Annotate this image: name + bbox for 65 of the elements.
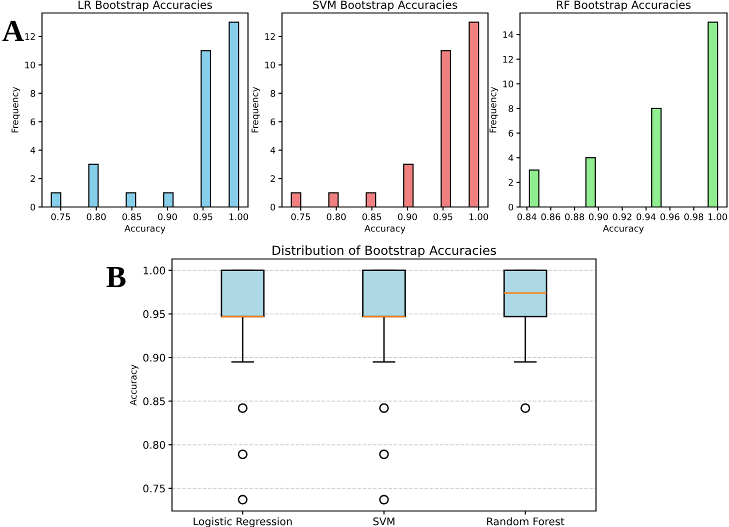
x-tick-label: 0.86 [541,213,560,220]
x-tick-label: 0.80 [86,213,106,220]
y-tick-label: 1.00 [144,266,166,274]
y-tick-label: 0 [508,204,514,211]
y-tick-label: 2 [270,175,275,182]
y-tick-label: 10 [25,62,36,68]
y-tick-label: 8 [30,90,36,97]
x-tick-label: 1.00 [708,213,728,220]
y-tick-label: 0.90 [143,354,166,362]
text: A [2,20,24,41]
x-tick-label: Logistic Regression [194,517,292,527]
y-tick-label: 4 [30,147,36,154]
y-tick-label: 0.80 [143,440,166,449]
x-tick-label: 0.90 [398,213,417,220]
x-axis-title: Accuracy [602,225,644,234]
x-tick-label: 0.88 [565,213,584,220]
chart-title: RF Bootstrap Accuracies [556,0,691,12]
y-tick-label: 8 [270,90,276,97]
x-tick-label: 1.00 [230,213,248,220]
x-tick-label: 0.75 [51,213,70,220]
y-axis-title: Frequency [252,86,260,132]
x-tick-label: 0.96 [660,213,680,220]
x-tick-label: 1.00 [470,213,488,220]
y-tick-label: 0 [270,204,276,211]
y-tick-label: 0.75 [143,484,165,492]
y-tick-label: 4 [270,147,276,154]
y-tick-label: 12 [25,33,35,40]
chart-title: Distribution of Bootstrap Accuracies [272,245,496,258]
y-axis-title: Accuracy [130,364,138,406]
y-tick-label: 12 [503,56,513,63]
chart-title: LR Bootstrap Accuracies [78,0,212,12]
x-axis-title: Accuracy [364,225,406,234]
x-tick-label: 0.92 [612,213,632,220]
y-tick-label: 6 [508,130,514,137]
x-tick-label: 0.85 [362,213,382,220]
x-tick-label: 0.75 [291,213,310,220]
y-tick-label: 6 [30,118,36,126]
x-tick-label: 0.90 [588,213,608,220]
y-tick-label: 10 [265,62,276,68]
x-tick-label: SVM [373,517,394,526]
y-axis-title: Frequency [12,86,20,132]
y-tick-label: 6 [270,118,276,126]
y-tick-label: 8 [508,105,514,112]
x-tick-label: 0.85 [122,213,142,220]
x-tick-label: 0.84 [517,213,536,220]
y-tick-label: 4 [508,154,514,162]
y-tick-label: 14 [503,31,514,38]
x-tick-label: 0.90 [158,213,177,220]
x-tick-label: 0.80 [326,213,346,220]
text: B [106,266,126,288]
x-tick-label: 0.95 [194,213,212,220]
y-tick-label: 12 [265,33,275,40]
y-tick-label: 0.85 [143,397,165,406]
x-axis-title: Accuracy [124,225,166,234]
y-axis-title: Frequency [490,86,498,132]
y-tick-label: 10 [503,80,514,88]
x-tick-label: 0.94 [636,213,656,220]
x-tick-label: 0.98 [684,213,704,220]
x-tick-label: 0.95 [434,213,452,220]
y-tick-label: 0.95 [143,310,165,318]
y-tick-label: 2 [30,175,35,182]
chart-title: SVM Bootstrap Accuracies [313,0,458,12]
y-tick-label: 2 [508,179,513,186]
y-tick-label: 0 [30,204,36,211]
x-tick-label: Random Forest [487,517,564,526]
